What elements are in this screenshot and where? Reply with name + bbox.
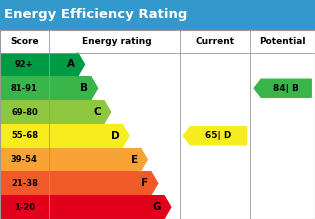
Bar xyxy=(0,76,49,100)
Text: Energy Efficiency Rating: Energy Efficiency Rating xyxy=(4,8,187,21)
Bar xyxy=(49,195,164,219)
Bar xyxy=(49,171,151,195)
Text: F: F xyxy=(141,178,148,188)
Polygon shape xyxy=(140,148,147,171)
Text: C: C xyxy=(94,107,101,117)
Text: 69-80: 69-80 xyxy=(11,108,38,117)
Bar xyxy=(0,0,315,30)
Bar xyxy=(0,195,49,219)
Bar xyxy=(0,171,49,195)
Text: Current: Current xyxy=(195,37,235,46)
Bar xyxy=(49,53,77,76)
Text: 81-91: 81-91 xyxy=(11,84,38,93)
Text: 55-68: 55-68 xyxy=(11,131,38,140)
Bar xyxy=(49,124,122,148)
Text: G: G xyxy=(153,202,161,212)
Bar xyxy=(0,124,49,148)
Polygon shape xyxy=(104,100,111,124)
Text: Energy rating: Energy rating xyxy=(82,37,151,46)
Polygon shape xyxy=(122,124,129,148)
Polygon shape xyxy=(164,195,171,219)
Bar xyxy=(49,100,104,124)
Polygon shape xyxy=(254,79,311,97)
Bar xyxy=(0,100,49,124)
Text: 92+: 92+ xyxy=(15,60,34,69)
Text: Score: Score xyxy=(10,37,39,46)
Text: 1-20: 1-20 xyxy=(14,203,35,212)
Text: 21-38: 21-38 xyxy=(11,179,38,188)
Bar xyxy=(0,30,315,219)
Text: A: A xyxy=(67,59,75,69)
Text: 84| B: 84| B xyxy=(273,84,299,93)
Polygon shape xyxy=(151,171,158,195)
Text: B: B xyxy=(80,83,88,93)
Text: 39-54: 39-54 xyxy=(11,155,38,164)
Bar xyxy=(49,76,91,100)
Bar xyxy=(0,53,49,76)
Polygon shape xyxy=(91,76,98,100)
Bar xyxy=(49,148,140,171)
Text: 65| D: 65| D xyxy=(205,131,232,140)
Polygon shape xyxy=(183,127,247,145)
Text: Potential: Potential xyxy=(260,37,306,46)
Polygon shape xyxy=(77,53,84,76)
Text: E: E xyxy=(131,155,138,164)
Text: D: D xyxy=(111,131,119,141)
Bar xyxy=(0,148,49,171)
